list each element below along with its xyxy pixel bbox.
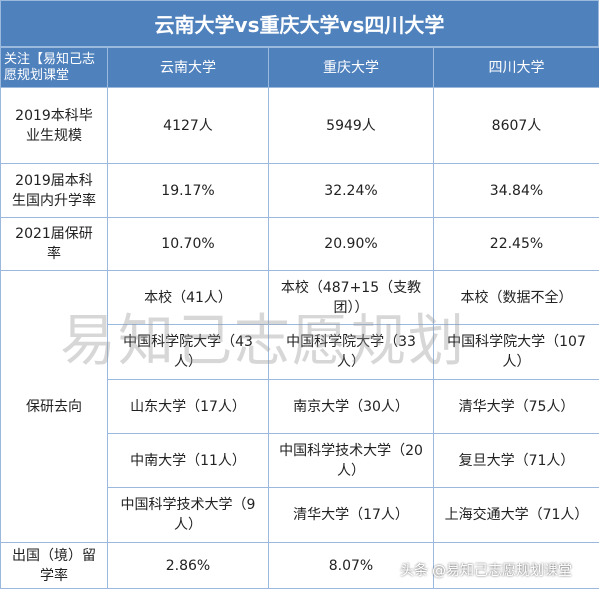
cell-dest-chongqing: 清华大学（17人） — [268, 487, 434, 543]
row-label-further-study: 2019届本科生国内升学率 — [0, 163, 108, 218]
table-row: 保研去向 本校（41人） 本校（487+15（支教团）） 本校（数据不全） — [0, 270, 599, 543]
cell-baoyan-yunnan: 10.70% — [107, 217, 269, 271]
row-label-destinations: 保研去向 — [0, 270, 108, 543]
source-prefix: 头条 — [400, 563, 428, 579]
cell-baoyan-chongqing: 20.90% — [268, 217, 434, 271]
row-label-study-abroad: 出国（境）留学率 — [0, 542, 108, 589]
cell-dest-sichuan: 清华大学（75人） — [433, 379, 599, 434]
header-chongqing-university: 重庆大学 — [268, 47, 434, 88]
cell-dest-sichuan: 上海交通大学（71人） — [433, 487, 599, 543]
cell-dest-chongqing: 南京大学（30人） — [268, 379, 434, 434]
cell-dest-sichuan: 复旦大学（71人） — [433, 433, 599, 488]
table-row: 山东大学（17人） 南京大学（30人） 清华大学（75人） — [1, 379, 599, 434]
header-sichuan-university: 四川大学 — [433, 47, 599, 88]
table-row: 出国（境）留学率 2.86% 8.07% — [0, 542, 599, 589]
header-row: 关注【易知己志愿规划课堂 云南大学 重庆大学 四川大学 — [0, 47, 599, 88]
cell-dest-yunnan: 中南大学（11人） — [107, 433, 269, 488]
table-row: 中国科学技术大学（9人） 清华大学（17人） 上海交通大学（71人） — [1, 487, 599, 543]
header-yunnan-university: 云南大学 — [107, 47, 269, 88]
cell-dest-chongqing: 中国科学院大学（33人） — [268, 324, 434, 380]
cell-baoyan-sichuan: 22.45% — [433, 217, 599, 271]
table-row: 中南大学（11人） 中国科学技术大学（20人） 复旦大学（71人） — [1, 433, 599, 488]
cell-dest-chongqing: 中国科学技术大学（20人） — [268, 433, 434, 488]
cell-abroad-chongqing: 8.07% — [268, 542, 434, 589]
cell-further-sichuan: 34.84% — [433, 163, 599, 218]
cell-dest-yunnan: 中国科学技术大学（9人） — [107, 487, 269, 543]
row-label-baoyan-rate: 2021届保研率 — [0, 217, 108, 271]
table-title: 云南大学vs重庆大学vs四川大学 — [0, 0, 599, 47]
table-row: 2019本科毕业生规模 4127人 5949人 8607人 — [0, 87, 599, 164]
cell-dest-yunnan: 本校（41人） — [107, 270, 269, 325]
table-row: 中国科学院大学（43人） 中国科学院大学（33人） 中国科学院大学（107人） — [1, 324, 599, 380]
cell-dest-chongqing: 本校（487+15（支教团）） — [268, 270, 434, 325]
cell-abroad-sichuan — [433, 542, 599, 589]
cell-grads-sichuan: 8607人 — [433, 87, 599, 164]
source-account[interactable]: @易知己志愿规划课堂 — [432, 563, 572, 579]
row-label-grads: 2019本科毕业生规模 — [0, 87, 108, 164]
cell-further-chongqing: 32.24% — [268, 163, 434, 218]
comparison-table: 关注【易知己志愿规划课堂 云南大学 重庆大学 四川大学 2019本科毕业生规模 … — [0, 47, 599, 589]
cell-dest-yunnan: 山东大学（17人） — [107, 379, 269, 434]
cell-grads-yunnan: 4127人 — [107, 87, 269, 164]
source-attribution: 头条 @易知己志愿规划课堂 — [400, 556, 572, 584]
cell-dest-sichuan: 中国科学院大学（107人） — [433, 324, 599, 380]
cell-grads-chongqing: 5949人 — [268, 87, 434, 164]
cell-abroad-yunnan: 2.86% — [107, 542, 269, 589]
cell-further-yunnan: 19.17% — [107, 163, 269, 218]
cell-dest-sichuan: 本校（数据不全） — [433, 270, 599, 325]
cell-dest-yunnan: 中国科学院大学（43人） — [107, 324, 269, 380]
table-row: 2021届保研率 10.70% 20.90% 22.45% — [0, 217, 599, 271]
table-row: 2019届本科生国内升学率 19.17% 32.24% 34.84% — [0, 163, 599, 218]
header-corner: 关注【易知己志愿规划课堂 — [0, 47, 108, 88]
